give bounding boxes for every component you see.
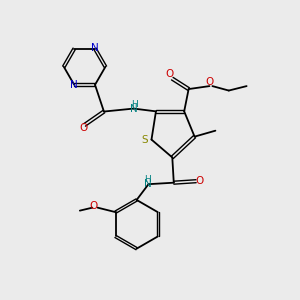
Text: H: H xyxy=(131,100,138,109)
Text: O: O xyxy=(79,124,87,134)
Text: O: O xyxy=(196,176,204,186)
Text: N: N xyxy=(130,104,138,115)
Text: N: N xyxy=(144,179,152,189)
Text: H: H xyxy=(145,175,151,184)
Text: O: O xyxy=(205,76,214,87)
Text: N: N xyxy=(70,80,78,90)
Text: N: N xyxy=(91,43,99,53)
Text: O: O xyxy=(89,201,98,211)
Text: O: O xyxy=(165,69,173,79)
Text: S: S xyxy=(142,135,148,145)
